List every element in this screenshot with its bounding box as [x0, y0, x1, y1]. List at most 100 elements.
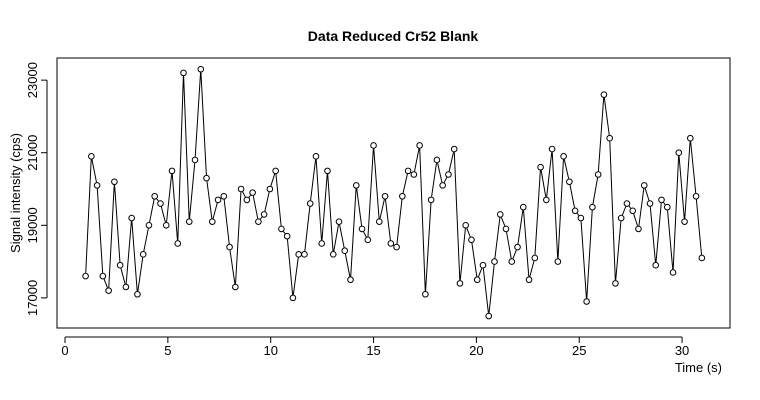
data-point	[456, 280, 464, 287]
y-tick-label: 17000	[25, 280, 40, 316]
data-point	[393, 243, 400, 251]
data-point	[485, 312, 493, 320]
data-point	[606, 134, 613, 142]
data-point	[341, 247, 349, 255]
data-point	[663, 203, 671, 211]
data-point	[537, 163, 544, 171]
data-point	[652, 261, 660, 269]
data-point	[347, 276, 354, 284]
data-point	[255, 218, 262, 225]
data-point	[381, 192, 389, 200]
data-point	[548, 145, 556, 153]
data-point	[93, 182, 101, 189]
data-point	[352, 182, 360, 189]
data-point	[422, 290, 429, 298]
data-point	[139, 251, 147, 258]
data-point	[111, 178, 118, 186]
data-point	[220, 192, 228, 200]
data-point	[260, 211, 268, 218]
data-point	[698, 254, 706, 262]
data-point	[243, 196, 251, 204]
data-point	[646, 200, 654, 207]
data-point	[687, 134, 694, 142]
data-point	[324, 167, 331, 175]
data-point	[681, 218, 688, 225]
data-point	[266, 185, 274, 193]
data-point	[312, 153, 320, 160]
data-point	[180, 69, 187, 77]
data-point	[445, 171, 452, 178]
x-tick-label: 0	[61, 343, 68, 358]
data-point	[669, 269, 677, 276]
data-point	[416, 142, 423, 149]
data-point	[278, 225, 285, 233]
x-tick-label: 15	[366, 343, 380, 358]
data-point	[226, 243, 233, 251]
data-point	[82, 272, 89, 280]
data-point	[566, 178, 573, 186]
data-point	[583, 298, 590, 305]
data-point	[531, 254, 539, 262]
data-point	[399, 192, 406, 200]
data-point	[594, 171, 602, 178]
data-point	[157, 200, 164, 207]
data-point	[364, 236, 372, 244]
data-point	[191, 156, 199, 164]
data-point	[571, 207, 579, 215]
data-point	[433, 156, 441, 164]
data-point	[468, 236, 475, 244]
data-point	[508, 258, 516, 265]
data-point	[99, 272, 107, 280]
data-point	[168, 167, 176, 175]
data-point	[335, 218, 343, 225]
data-point	[623, 200, 631, 207]
data-point	[640, 182, 648, 189]
data-point	[491, 258, 498, 265]
data-point	[145, 221, 153, 229]
data-point	[560, 153, 567, 160]
data-point	[692, 192, 700, 200]
data-point	[128, 214, 135, 222]
data-point	[612, 280, 619, 287]
x-tick-label: 5	[164, 343, 171, 358]
data-point	[600, 91, 608, 98]
data-point	[675, 149, 683, 157]
data-point	[151, 192, 159, 200]
y-tick-label: 23000	[25, 62, 40, 98]
data-point	[249, 189, 256, 196]
data-point	[358, 225, 366, 233]
data-point	[283, 232, 291, 240]
data-point	[589, 203, 596, 211]
data-point	[479, 261, 487, 269]
data-point	[208, 218, 216, 225]
data-point	[514, 243, 521, 251]
x-tick-label: 10	[263, 343, 277, 358]
data-point	[525, 276, 533, 284]
data-point	[635, 225, 642, 233]
data-point	[116, 261, 124, 269]
data-point	[162, 221, 170, 229]
x-axis-label: Time (s)	[675, 360, 722, 375]
data-point	[439, 182, 446, 189]
data-point	[387, 240, 395, 247]
data-point	[174, 240, 182, 247]
x-tick-label: 25	[572, 343, 586, 358]
data-point	[496, 211, 504, 218]
data-point	[134, 290, 141, 298]
data-point	[122, 283, 130, 291]
data-point	[404, 167, 412, 175]
data-point	[629, 207, 637, 215]
data-point	[473, 276, 481, 284]
y-axis-label: Signal intensity (cps)	[8, 133, 23, 253]
data-point	[329, 251, 337, 258]
data-point	[376, 218, 383, 225]
data-point	[301, 251, 308, 258]
x-tick-label: 30	[675, 343, 689, 358]
data-point	[232, 283, 239, 291]
data-point	[370, 142, 377, 149]
data-point	[88, 153, 95, 160]
data-point	[617, 214, 625, 222]
data-point	[450, 145, 458, 153]
y-tick-label: 21000	[25, 135, 40, 171]
